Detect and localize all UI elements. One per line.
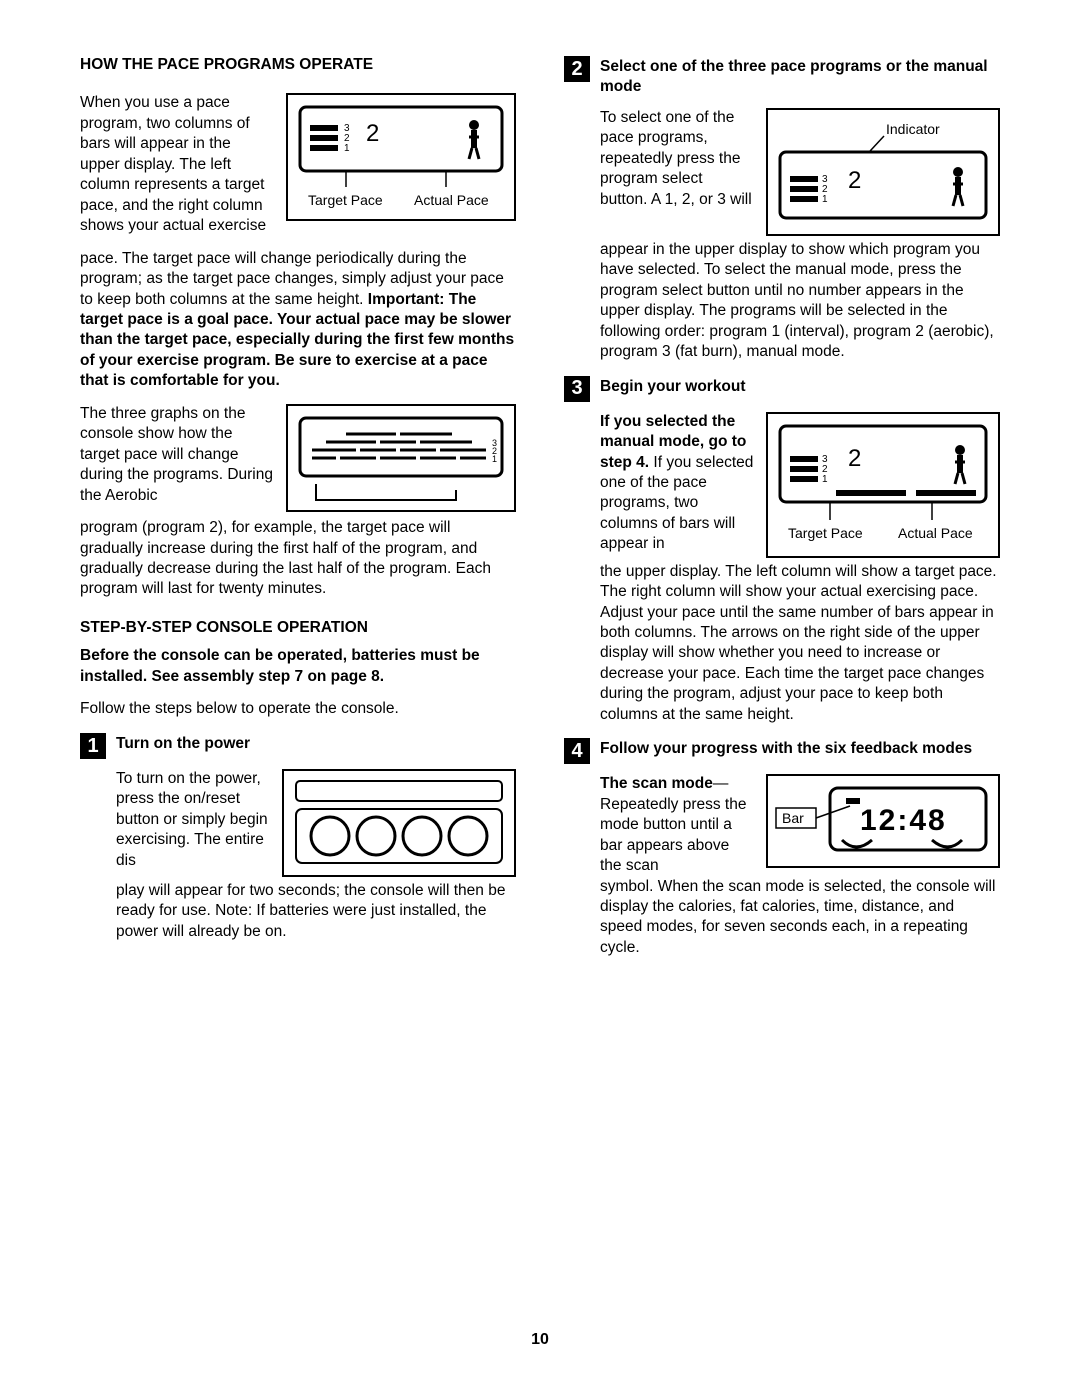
heading-step-by-step: STEP-BY-STEP CONSOLE OPERATION	[80, 618, 516, 638]
svg-text:3: 3	[822, 174, 828, 185]
indicator-diagram-icon: Indicator 1 2 3 2	[766, 108, 1000, 236]
svg-text:Actual Pace: Actual Pace	[898, 525, 973, 541]
svg-text:Indicator: Indicator	[886, 121, 940, 137]
program-number: 2	[366, 120, 379, 147]
paragraph-block-1: 1 2 3 2 Target Pace	[80, 93, 516, 248]
svg-text:1: 1	[822, 474, 828, 485]
page-number: 10	[0, 1331, 1080, 1349]
svg-text:Target Pace: Target Pace	[308, 192, 383, 208]
svg-text:3: 3	[492, 438, 497, 448]
svg-text:Target Pace: Target Pace	[788, 525, 863, 541]
figure-indicator: Indicator 1 2 3 2	[766, 108, 1000, 236]
right-column: 2 Select one of the three pace programs …	[564, 55, 1000, 970]
step-2-body: Indicator 1 2 3 2	[600, 108, 1000, 240]
svg-text:1: 1	[344, 143, 350, 154]
step-number-4: 4	[564, 738, 590, 764]
step-number-1: 1	[80, 733, 106, 759]
step-1-header: 1 Turn on the power	[80, 732, 516, 759]
p-intro-b: pace. The target pace will change period…	[80, 249, 516, 392]
display-diagram-2-icon: 1 2 3 2 Target Pace	[766, 412, 1000, 558]
heading-pace-programs: HOW THE PACE PROGRAMS OPERATE	[80, 55, 516, 75]
figure-console-buttons	[282, 769, 516, 877]
p-follow-steps: Follow the steps below to operate the co…	[80, 699, 516, 719]
figure-scan-mode: Bar 12:48	[766, 774, 1000, 868]
step-4-title: Follow your progress with the six feedba…	[600, 737, 972, 759]
step-4-body: Bar 12:48 The scan mode—Repeatedly press…	[600, 774, 1000, 876]
svg-text:3: 3	[344, 123, 350, 134]
step-1-text-b: play will appear for two seconds; the co…	[116, 881, 516, 942]
step-4-text-b: symbol. When the scan mode is selected, …	[600, 877, 1000, 959]
svg-text:2: 2	[822, 184, 828, 195]
step-number-2: 2	[564, 56, 590, 82]
console-buttons-icon	[282, 769, 516, 877]
svg-text:2: 2	[344, 133, 350, 144]
step-2-title: Select one of the three pace programs or…	[600, 55, 1000, 98]
figure-target-actual-2: 1 2 3 2 Target Pace	[766, 412, 1000, 558]
step-1-body: To turn on the power, press the on/reset…	[116, 769, 516, 881]
manual-page: HOW THE PACE PROGRAMS OPERATE 1 2 3	[0, 0, 1080, 1397]
p-graphs-b: program (program 2), for example, the ta…	[80, 518, 516, 600]
scan-mode-diagram-icon: Bar 12:48	[766, 774, 1000, 868]
step-3-header: 3 Begin your workout	[564, 375, 1000, 402]
step-4-header: 4 Follow your progress with the six feed…	[564, 737, 1000, 764]
left-column: HOW THE PACE PROGRAMS OPERATE 1 2 3	[80, 55, 516, 970]
svg-text:12:48: 12:48	[860, 804, 947, 837]
svg-text:3: 3	[822, 454, 828, 465]
step-3-title: Begin your workout	[600, 375, 746, 397]
svg-text:2: 2	[848, 445, 861, 472]
svg-text:2: 2	[822, 464, 828, 475]
display-diagram-icon: 1 2 3 2 Target Pace	[286, 93, 516, 221]
svg-text:2: 2	[848, 167, 861, 194]
graphs-diagram-icon: 1 2 3	[286, 404, 516, 512]
step-2-text-b: appear in the upper display to show whic…	[600, 240, 1000, 363]
step-2-header: 2 Select one of the three pace programs …	[564, 55, 1000, 98]
step-number-3: 3	[564, 376, 590, 402]
figure-program-graphs: 1 2 3	[286, 404, 516, 512]
step-3-body: 1 2 3 2 Target Pace	[600, 412, 1000, 562]
figure-target-actual-pace: 1 2 3 2 Target Pace	[286, 93, 516, 221]
svg-text:Bar: Bar	[782, 810, 804, 826]
step-1-title: Turn on the power	[116, 732, 250, 754]
two-column-layout: HOW THE PACE PROGRAMS OPERATE 1 2 3	[80, 55, 1000, 970]
svg-text:1: 1	[822, 194, 828, 205]
paragraph-block-2: 1 2 3 The three graphs on the console sh…	[80, 404, 516, 518]
p-batteries: Before the console can be operated, batt…	[80, 646, 516, 687]
step-3-text-b: the upper display. The left column will …	[600, 562, 1000, 726]
svg-text:Actual Pace: Actual Pace	[414, 192, 489, 208]
